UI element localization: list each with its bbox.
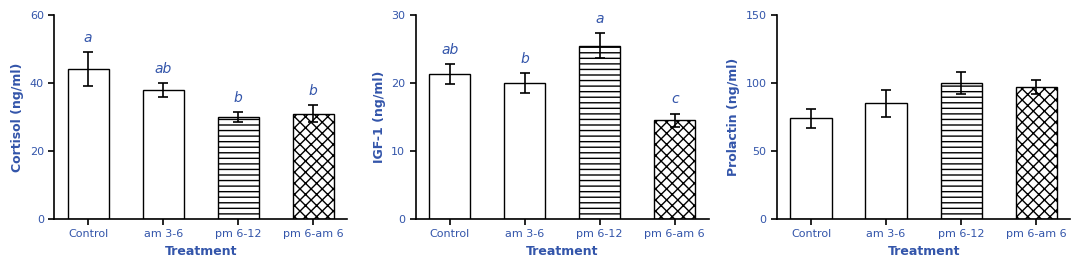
Bar <box>67 69 108 219</box>
Y-axis label: Cortisol (ng/ml): Cortisol (ng/ml) <box>11 62 24 172</box>
Text: a: a <box>596 12 604 26</box>
X-axis label: Treatment: Treatment <box>165 245 237 258</box>
X-axis label: Treatment: Treatment <box>526 245 599 258</box>
Text: c: c <box>671 93 679 107</box>
Y-axis label: Prolactin (ng/ml): Prolactin (ng/ml) <box>727 58 740 176</box>
Bar <box>429 74 470 219</box>
Bar <box>504 83 546 219</box>
Bar <box>218 117 259 219</box>
Bar <box>865 103 906 219</box>
Text: a: a <box>83 31 92 45</box>
Text: ab: ab <box>155 62 172 76</box>
X-axis label: Treatment: Treatment <box>887 245 960 258</box>
Text: b: b <box>234 91 243 105</box>
Bar <box>1016 87 1057 219</box>
Text: b: b <box>520 52 529 66</box>
Bar <box>143 90 184 219</box>
Bar <box>292 114 334 219</box>
Text: b: b <box>309 84 317 98</box>
Y-axis label: IGF-1 (ng/ml): IGF-1 (ng/ml) <box>373 71 386 163</box>
Bar <box>940 83 982 219</box>
Bar <box>791 118 832 219</box>
Bar <box>579 46 621 219</box>
Bar <box>654 121 695 219</box>
Text: ab: ab <box>441 43 458 57</box>
